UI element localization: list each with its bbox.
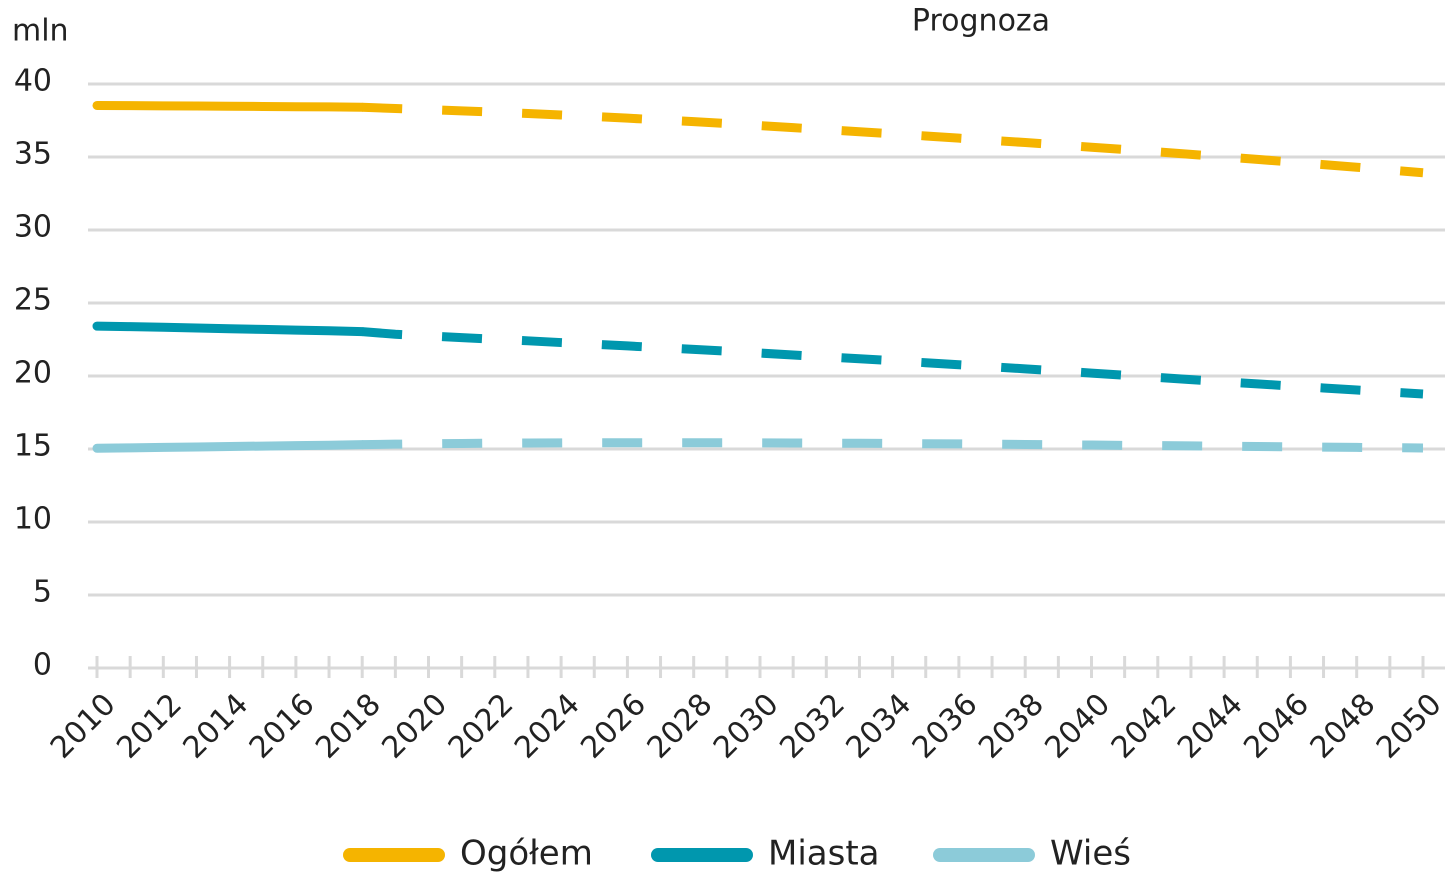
- legend-label: Ogółem: [460, 834, 593, 874]
- x-tick-label: 2012: [110, 687, 189, 766]
- y-tick-label: 30: [14, 210, 52, 245]
- x-tick-label: 2036: [906, 687, 985, 766]
- x-tick-label: 2048: [1304, 687, 1383, 766]
- x-tick-label: 2018: [309, 687, 388, 766]
- x-tick-label: 2016: [243, 687, 322, 766]
- x-tick-label: 2042: [1105, 687, 1184, 766]
- series-line-forecast: [362, 102, 1424, 178]
- series-line-forecast: [361, 327, 1424, 399]
- annotation: Prognoza: [912, 4, 1050, 39]
- y-tick-label: 0: [33, 648, 52, 683]
- y-tick-label: 25: [14, 283, 52, 318]
- y-tick-label: 40: [14, 64, 52, 99]
- y-tick-label: 20: [14, 356, 52, 391]
- x-tick-label: 2034: [840, 687, 919, 766]
- legend-label: Miasta: [768, 834, 880, 874]
- x-tick-label: 2020: [375, 687, 454, 766]
- series-line-solid: [92, 321, 367, 337]
- x-tick-label: 2024: [508, 687, 587, 766]
- y-tick-label: 15: [14, 429, 52, 464]
- x-tick-label: 2028: [641, 687, 720, 766]
- y-tick-label: 5: [33, 575, 52, 610]
- y-tick-label: 35: [14, 137, 52, 172]
- x-tick-label: 2044: [1171, 687, 1250, 766]
- x-tick-label: 2050: [1370, 687, 1445, 766]
- x-tick-label: 2046: [1237, 687, 1316, 766]
- x-tick-label: 2026: [574, 687, 653, 766]
- series-line-solid: [92, 100, 367, 112]
- x-tick-label: 2010: [44, 687, 123, 766]
- x-tick-label: 2014: [177, 687, 256, 766]
- x-tick-label: 2032: [773, 687, 852, 766]
- legend-label: Wieś: [1050, 834, 1131, 874]
- x-tick-label: 2038: [972, 687, 1051, 766]
- x-tick-label: 2040: [1038, 687, 1117, 766]
- y-unit: mln: [12, 14, 69, 49]
- x-tick-label: 2030: [707, 687, 786, 766]
- series-line-forecast: [362, 438, 1424, 453]
- y-tick-label: 10: [14, 502, 52, 537]
- series-line-solid: [92, 440, 367, 453]
- x-tick-label: 2022: [442, 687, 521, 766]
